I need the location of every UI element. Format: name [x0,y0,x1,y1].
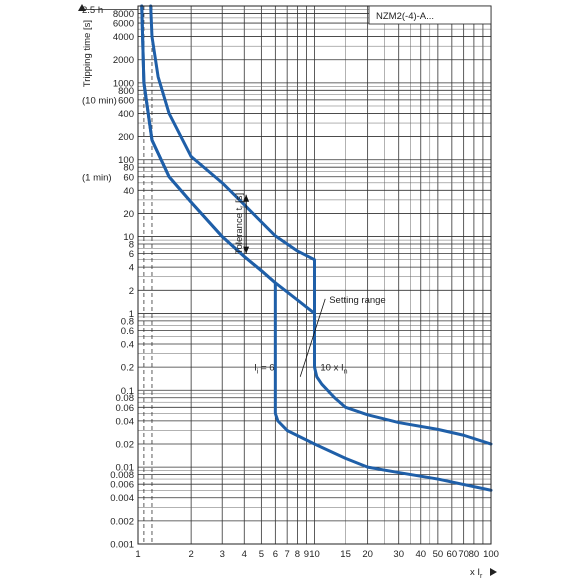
y-tick-label: 0.6 [121,326,134,337]
tolerance-line [140,4,316,315]
series-line-1 [149,4,493,446]
x-tick-label: 60 [447,549,458,560]
y-axis-title: Tripping time [s] [82,20,93,87]
y-tick-label: 0.06 [116,403,135,414]
y-axis-arrow-icon [78,4,86,11]
x-tick-label: 8 [295,549,300,560]
chart-title: NZM2(-4)-A... [376,11,434,22]
y-tick-label: 6000 [113,19,134,30]
y-tick-label: 1 [129,309,134,320]
annotation-label: 10 x In [320,363,347,376]
y-tick-label: 0.004 [110,493,134,504]
y-tick-label: 0.8 [121,316,134,327]
y-tick-label: 600 [118,95,134,106]
y-tick-label: 0.08 [116,393,135,404]
x-tick-label: 70 [458,549,469,560]
y-tick-label: 80 [123,163,134,174]
y-tick-label: 200 [118,132,134,143]
y-tick-label: 0.001 [110,540,134,551]
x-tick-label: 3 [220,549,225,560]
plot-frame [137,5,492,545]
y-tick-label: 4000 [113,32,134,43]
y-tick-label: 400 [118,109,134,120]
x-tick-label: 40 [415,549,426,560]
curves [140,4,493,492]
chart-title-box: NZM2(-4)-A... [368,5,492,25]
annotations: Tolerance tr [s] Setting range Ii = 6 10 x … [234,193,386,377]
y-tick-label: 0.1 [121,386,134,397]
y-side-label: 2.5 h [82,5,103,16]
y-tick-label: 8000 [113,9,134,20]
x-tick-label: 80 [469,549,480,560]
x-tick-label: 6 [273,549,278,560]
x-tick-label: 5 [259,549,264,560]
x-axis-arrow-icon [490,568,497,576]
y-tick-label: 40 [123,186,134,197]
y-axis-label: Tripping time [s] [78,4,93,87]
x-tick-label: 100 [483,549,499,560]
x-tick-label: 15 [340,549,351,560]
x-axis-label: x Ir [470,567,497,580]
setting-range-leader [299,298,326,377]
y-tick-label: 20 [123,209,134,220]
y-side-label: (1 min) [82,172,112,183]
y-tick-label: 10 [123,232,134,243]
grid [137,5,492,545]
y-tick-label: 0.2 [121,363,134,374]
tolerance-arrow-down-icon [243,246,250,254]
x-tick-label: 4 [242,549,247,560]
x-axis-title: x Ir [470,567,483,580]
x-tick-label: 7 [285,549,290,560]
x-tick-label: 2 [188,549,193,560]
tolerance-arrow-up-icon [243,194,250,202]
y-tick-label: 0.002 [110,516,134,527]
x-tick-label: 1 [135,549,140,560]
series-line-2 [140,4,493,492]
y-tick-label: 0.4 [121,340,134,351]
y-side-labels: 2.5 h (10 min) (1 min) [82,5,138,183]
y-tick-label: 8 [129,240,134,251]
x-tick-labels: 1 2 3 4 5 6 7 8 9 10 15 20 30 40 50 60 70 80 100 [135,549,499,560]
y-tick-label: 0.01 [116,463,135,474]
y-tick-label: 6 [129,249,134,260]
y-side-label: (10 min) [82,95,117,106]
y-tick-label: 0.04 [116,416,135,427]
y-tick-label: 800 [118,86,134,97]
y-tick-label: 0.02 [116,440,135,451]
y-tick-label: 0.006 [110,480,134,491]
tolerance-label: Tolerance tr [s] [234,193,246,254]
x-tick-label: 50 [433,549,444,560]
x-tick-label: 20 [362,549,373,560]
y-tick-label: 1000 [113,78,134,89]
annotation-label: Ii = 6 [254,363,274,376]
y-tick-label: 100 [118,155,134,166]
y-tick-label: 4 [129,263,134,274]
x-tick-label: 30 [393,549,404,560]
x-tick-label: 10 [309,549,320,560]
x-tick-label: 9 [304,549,309,560]
setting-range-label: Setting range [329,295,386,306]
y-tick-label: 60 [123,172,134,183]
y-tick-label: 2 [129,286,134,297]
y-tick-label: 2000 [113,55,134,66]
y-tick-label: 0.008 [110,470,134,481]
